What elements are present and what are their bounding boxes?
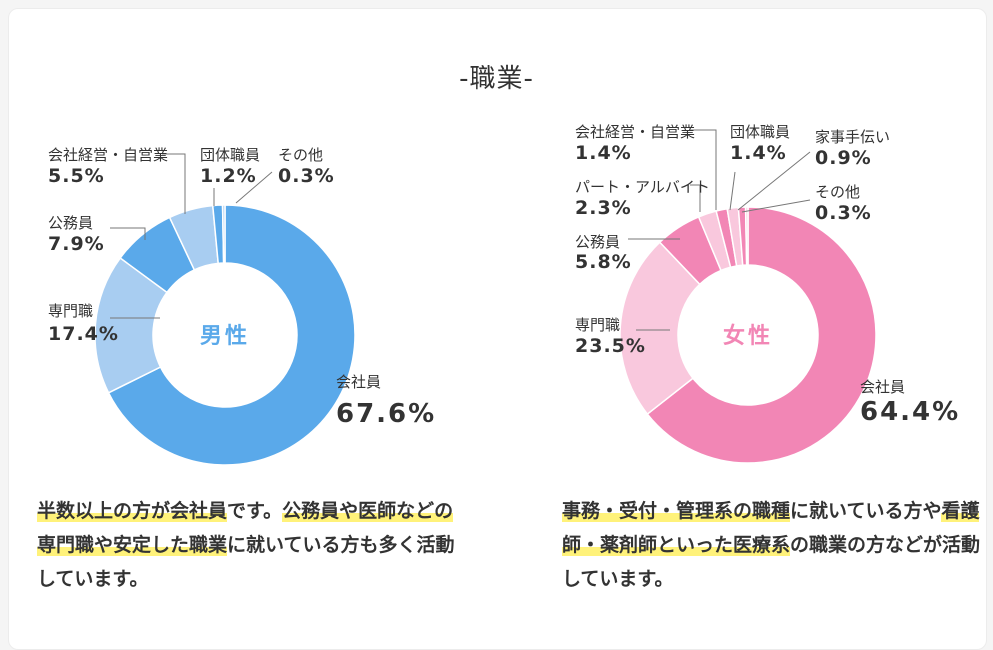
slice-value-label: 7.9% <box>48 233 105 255</box>
description-text: に就いている方や <box>790 500 942 522</box>
slice-label: パート・アルバイト <box>575 178 710 196</box>
slice-value-label: 1.4% <box>575 142 632 164</box>
slice-value-label: 17.4% <box>48 323 119 345</box>
slice-label: 家事手伝い <box>815 128 890 146</box>
slice-label: 専門職 <box>48 302 93 320</box>
leader-line <box>162 153 186 214</box>
slice-label: 団体職員 <box>730 123 790 141</box>
slice-value-label: 67.6% <box>336 399 436 429</box>
section-title: -職業- <box>459 64 534 94</box>
leader-line <box>235 171 273 204</box>
description-text: の職業の方などが活動しています。 <box>562 534 981 590</box>
slice-value-label: 0.3% <box>278 165 335 187</box>
center-label: 女性 <box>723 323 773 349</box>
slice-label: その他 <box>278 146 323 164</box>
slice-value-label: 2.3% <box>575 197 632 219</box>
slice-label: 公務員 <box>575 233 620 251</box>
leader-line <box>729 171 736 211</box>
donut-slice <box>107 204 356 466</box>
slice-value-label: 64.4% <box>860 397 960 427</box>
leader-line <box>110 227 146 240</box>
slice-label: 会社員 <box>336 373 381 391</box>
slice-value-label: 1.4% <box>730 142 787 164</box>
description-text: に就いている方も多く活動しています。 <box>37 534 455 590</box>
slice-label: 会社経営・自営業 <box>48 146 168 164</box>
slice-value-label: 23.5% <box>575 335 646 357</box>
slice-label: 会社員 <box>860 378 905 396</box>
female-description: 事務・受付・管理系の職種に就いている方や看護師・薬剤師といった医療系の職業の方な… <box>562 494 982 596</box>
donut-slice <box>221 204 226 264</box>
slice-label: その他 <box>815 183 860 201</box>
leader-line <box>690 184 701 212</box>
slice-value-label: 0.9% <box>815 147 872 169</box>
leader-line <box>737 151 811 211</box>
description-text: です。 <box>227 500 283 522</box>
slice-label: 専門職 <box>575 316 620 334</box>
center-label: 男性 <box>200 324 250 349</box>
highlighted-text: 半数以上の方が会社員 <box>37 500 228 522</box>
donut-charts: 会社員67.6%専門職17.4%公務員7.9%会社経営・自営業5.5%団体職員1… <box>48 123 960 466</box>
highlighted-text: 事務・受付・管理系の職種 <box>562 500 791 522</box>
slice-value-label: 5.8% <box>575 251 632 273</box>
slice-value-label: 1.2% <box>200 165 257 187</box>
slice-value-label: 0.3% <box>815 202 872 224</box>
leader-line <box>690 129 717 210</box>
slice-label: 公務員 <box>48 214 93 232</box>
male-description: 半数以上の方が会社員です。公務員や医師などの専門職や安定した職業に就いている方も… <box>37 494 457 596</box>
donut-slice <box>744 206 749 266</box>
donut-slice <box>619 241 701 416</box>
slice-value-label: 5.5% <box>48 165 105 187</box>
slice-label: 団体職員 <box>200 146 260 164</box>
donut-slice <box>646 206 877 464</box>
leader-line <box>741 199 811 213</box>
slice-label: 会社経営・自営業 <box>575 123 695 141</box>
